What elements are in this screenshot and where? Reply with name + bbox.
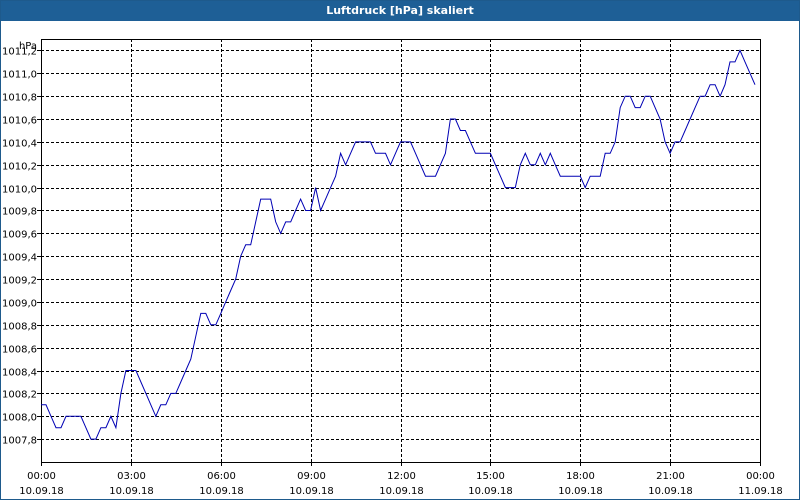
x-tick-date-label: 11.09.18 bbox=[738, 486, 783, 497]
y-tick-label: 1008,8 bbox=[2, 322, 37, 333]
x-tick-date-label: 10.09.18 bbox=[109, 486, 154, 497]
x-tick-date-label: 10.09.18 bbox=[558, 486, 603, 497]
plot-border bbox=[41, 39, 761, 463]
y-tick-label: 1009,0 bbox=[2, 299, 37, 310]
y-tick-label: 1008,2 bbox=[2, 390, 37, 401]
x-tick-time-label: 00:00 bbox=[27, 471, 56, 482]
y-tick-label: 1007,8 bbox=[2, 436, 37, 447]
x-tick-date-label: 10.09.18 bbox=[648, 486, 693, 497]
x-tick-date-label: 10.09.18 bbox=[19, 486, 64, 497]
y-tick-label: 1008,6 bbox=[2, 345, 37, 356]
y-tick-label: 1010,6 bbox=[2, 116, 37, 127]
x-tick-time-label: 21:00 bbox=[656, 471, 685, 482]
x-tick-time-label: 09:00 bbox=[297, 471, 326, 482]
plot-area bbox=[41, 39, 760, 462]
x-tick-date-label: 10.09.18 bbox=[289, 486, 334, 497]
title-bar: Luftdruck [hPa] skaliert bbox=[1, 1, 799, 21]
y-tick-label: 1010,2 bbox=[2, 162, 37, 173]
y-tick-label: 1011,2 bbox=[2, 47, 37, 58]
y-tick-label: 1010,8 bbox=[2, 93, 37, 104]
y-tick-label: 1009,4 bbox=[2, 253, 37, 264]
y-tick-label: 1008,4 bbox=[2, 368, 37, 379]
y-tick-label: 1010,0 bbox=[2, 185, 37, 196]
y-tick-label: 1008,0 bbox=[2, 413, 37, 424]
y-tick-label: 1009,2 bbox=[2, 276, 37, 287]
x-tick-time-label: 12:00 bbox=[387, 471, 416, 482]
y-tick-label: 1009,8 bbox=[2, 207, 37, 218]
y-tick-label: 1009,6 bbox=[2, 230, 37, 241]
x-tick-time-label: 15:00 bbox=[476, 471, 505, 482]
x-tick-time-label: 06:00 bbox=[207, 471, 236, 482]
x-tick-date-label: 10.09.18 bbox=[468, 486, 513, 497]
pressure-series-line bbox=[41, 49, 756, 440]
x-tick-date-label: 10.09.18 bbox=[199, 486, 244, 497]
x-tick-date-label: 10.09.18 bbox=[379, 486, 424, 497]
y-tick-label: 1010,4 bbox=[2, 139, 37, 150]
x-tick-time-label: 18:00 bbox=[566, 471, 595, 482]
y-tick-label: 1011,0 bbox=[2, 70, 37, 81]
x-tick-time-label: 03:00 bbox=[117, 471, 146, 482]
x-tick-time-label: 00:00 bbox=[746, 471, 775, 482]
y-axis-unit-label: hPa bbox=[19, 41, 37, 52]
chart-title: Luftdruck [hPa] skaliert bbox=[326, 4, 474, 17]
